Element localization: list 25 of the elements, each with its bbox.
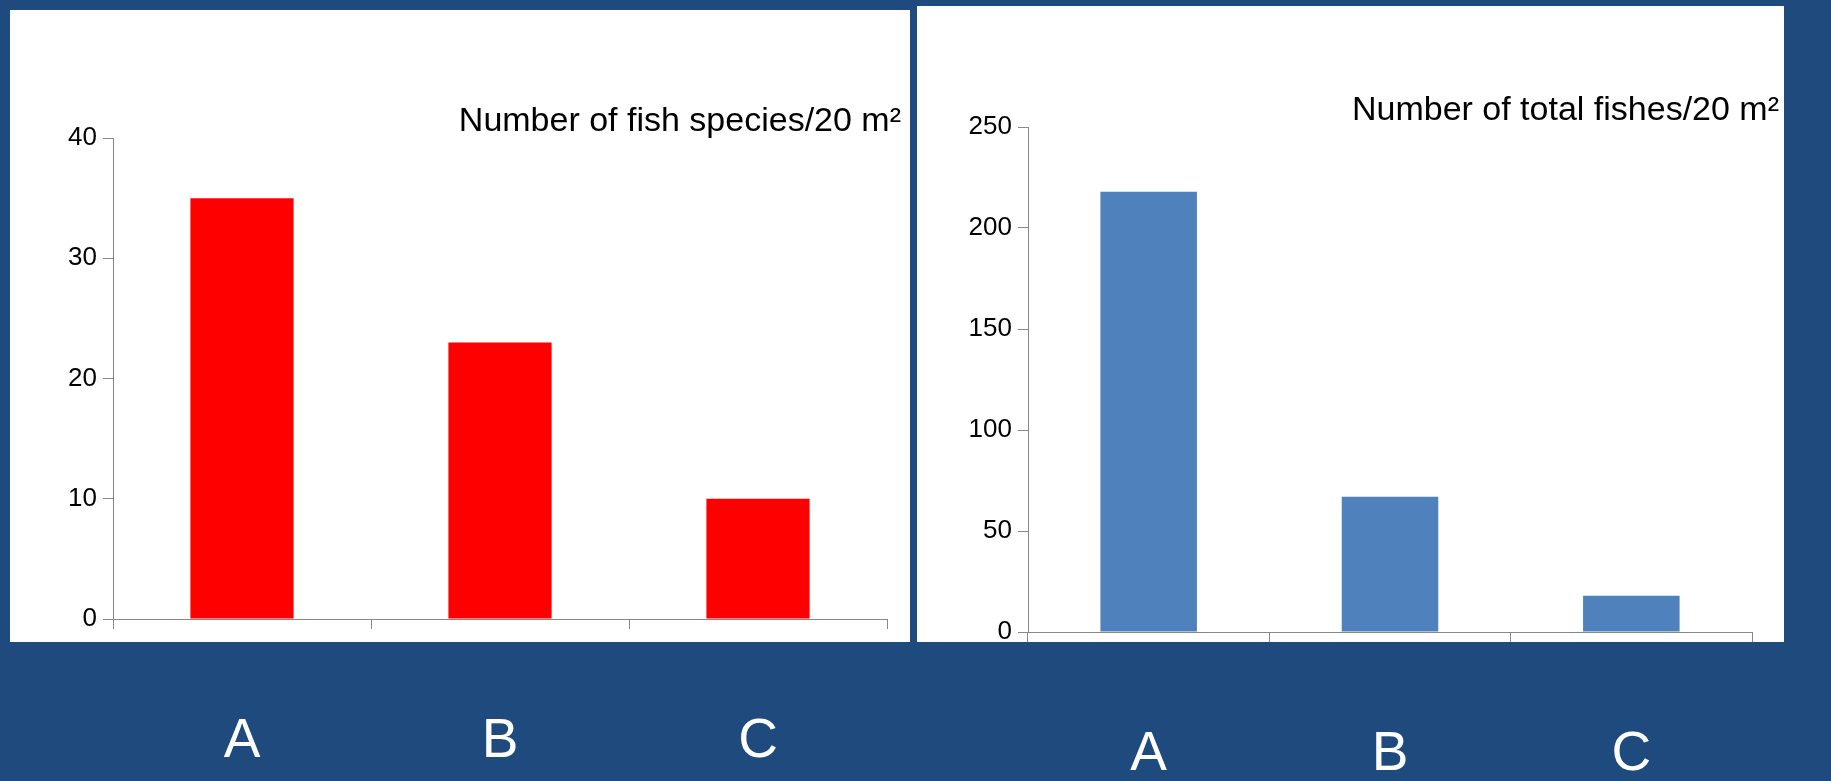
y-tick-label: 30 <box>68 241 97 272</box>
x-tick-label: B <box>481 707 519 770</box>
y-tick-label: 200 <box>968 211 1012 242</box>
chart-title: Number of total fishes/20 m² <box>1351 89 1779 128</box>
bar <box>1583 595 1680 632</box>
bar <box>190 198 294 619</box>
y-tick-label: 0 <box>82 602 97 633</box>
y-tick-label: 50 <box>983 514 1012 545</box>
bar <box>706 498 810 619</box>
y-tick-label: 150 <box>968 312 1012 343</box>
y-tick-label: 100 <box>968 413 1012 444</box>
y-tick-label: 0 <box>997 615 1012 646</box>
y-tick-label: 20 <box>68 361 97 392</box>
x-tick-label: C <box>1611 720 1652 781</box>
y-tick-label: 250 <box>968 110 1012 141</box>
x-tick-label: C <box>738 707 778 770</box>
y-tick-label: 40 <box>68 121 97 152</box>
chart-title: Number of fish species/20 m² <box>458 100 901 139</box>
y-tick-label: 10 <box>68 481 97 512</box>
x-tick-label: A <box>223 707 261 770</box>
bar <box>448 342 552 619</box>
bar <box>1341 496 1439 632</box>
bar <box>1100 191 1197 632</box>
x-tick-label: B <box>1371 720 1409 781</box>
x-tick-label: A <box>1130 720 1168 781</box>
